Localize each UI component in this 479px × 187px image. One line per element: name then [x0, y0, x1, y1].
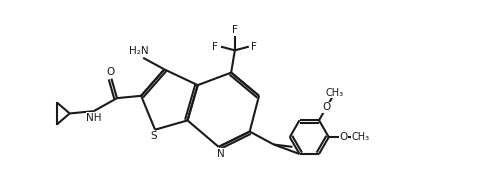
Text: NH: NH: [86, 113, 102, 123]
Text: F: F: [212, 42, 218, 52]
Text: CH₃: CH₃: [351, 132, 369, 142]
Text: CH₃: CH₃: [326, 88, 344, 98]
Text: F: F: [232, 25, 238, 35]
Text: S: S: [150, 131, 157, 141]
Text: F: F: [251, 42, 257, 52]
Text: O: O: [106, 67, 114, 77]
Text: O: O: [322, 102, 331, 112]
Text: H₂N: H₂N: [129, 46, 148, 56]
Text: O: O: [340, 132, 348, 142]
Text: N: N: [217, 149, 224, 159]
